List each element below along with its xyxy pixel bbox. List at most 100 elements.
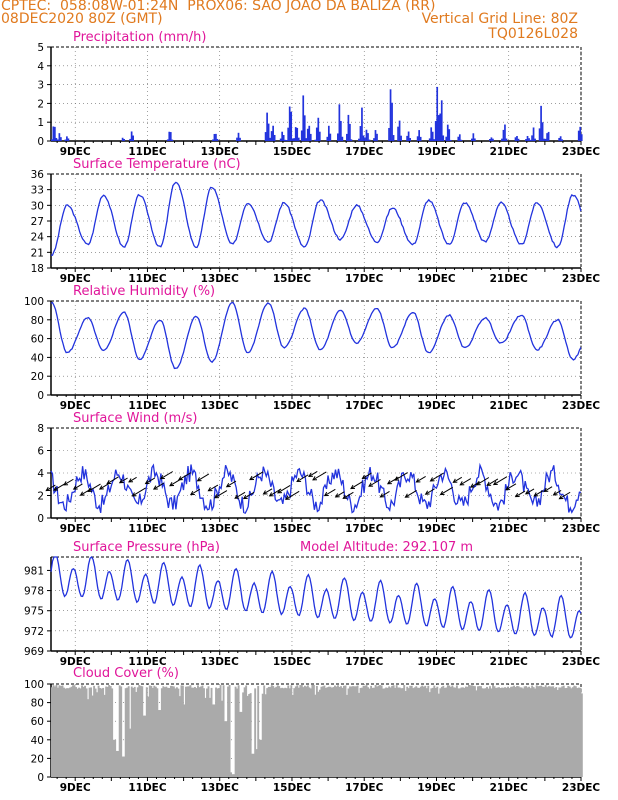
- precip-bar: [559, 136, 562, 141]
- x-tick-label: 15DEC: [273, 656, 312, 668]
- x-tick-label: 11DEC: [128, 656, 167, 668]
- wind-arrow: [342, 491, 354, 499]
- cloud-bar: [449, 686, 452, 777]
- x-tick-label: 21DEC: [490, 656, 529, 668]
- wind-arrow: [119, 477, 128, 484]
- cloud-bar: [382, 688, 385, 777]
- precip-bar: [492, 138, 494, 141]
- wind-arrow: [128, 476, 137, 483]
- cloud-bar: [455, 685, 458, 777]
- precip-bar: [302, 95, 305, 141]
- wind-arrow-head: [296, 477, 302, 483]
- cloud-bar: [78, 687, 81, 777]
- cloud-bar: [249, 693, 252, 777]
- cloud-bar: [299, 685, 302, 777]
- precip-bar: [474, 138, 476, 141]
- cloud-bar: [570, 688, 573, 777]
- cloud-bar: [475, 690, 478, 777]
- wind-arrow: [425, 488, 435, 495]
- cloud-bar: [88, 687, 91, 777]
- cloud-bar: [519, 687, 522, 777]
- cloud-bar: [538, 686, 541, 777]
- cloud-bar: [376, 686, 379, 777]
- precip-bar: [561, 139, 564, 141]
- precip-bar: [538, 128, 541, 141]
- cloud-bar: [174, 688, 177, 777]
- wind-arrow: [312, 471, 327, 481]
- x-tick-label: 17DEC: [345, 523, 384, 535]
- wind-arrow: [559, 491, 571, 500]
- cloud-bar: [546, 687, 549, 777]
- y-tick-label: 100: [24, 679, 44, 691]
- cloud-bar: [288, 688, 291, 777]
- cloud-bar: [192, 687, 195, 777]
- x-tick-label: 9DEC: [60, 400, 91, 412]
- cloud-bar: [395, 685, 398, 777]
- precip-bar: [279, 138, 282, 141]
- cloud-bar: [306, 685, 309, 777]
- x-tick-label: 19DEC: [417, 782, 456, 794]
- cloud-bar: [419, 686, 422, 777]
- cloud-bar: [374, 685, 377, 777]
- cloud-bar: [272, 685, 275, 777]
- wind-arrow-head: [249, 475, 255, 481]
- cloud-bar: [156, 688, 159, 777]
- cloud-bar: [180, 685, 183, 777]
- cloud-bar: [516, 685, 519, 777]
- y-tick-label: 1: [37, 117, 44, 129]
- precip-bar: [317, 117, 320, 141]
- cloud-bar: [99, 688, 102, 777]
- y-tick-label: 36: [31, 169, 45, 181]
- precip-bar: [418, 130, 421, 141]
- precip-bar: [121, 137, 124, 141]
- cloud-bar: [254, 688, 257, 777]
- cloud-bar: [412, 688, 415, 777]
- wind-arrow-head: [404, 493, 410, 498]
- cloud-bar: [293, 688, 296, 777]
- cloud-bar: [346, 694, 348, 777]
- cloud-bar: [197, 685, 199, 777]
- wind-arrow-head: [558, 494, 564, 500]
- precip-bar: [514, 137, 517, 141]
- wind-arrow-head: [225, 482, 231, 488]
- cloud-bar: [309, 688, 312, 777]
- cloud-bar: [483, 688, 485, 777]
- cloud-bar: [218, 688, 220, 777]
- x-tick-label: 23DEC: [562, 782, 601, 794]
- wind-arrow: [87, 483, 101, 492]
- precip-bar: [440, 100, 443, 141]
- cloud-bar: [537, 686, 540, 777]
- cloud-bar: [171, 686, 174, 777]
- cloud-bar: [513, 685, 516, 777]
- cloud-bar: [550, 686, 553, 777]
- precip-bar: [543, 138, 545, 141]
- cloud-bar: [169, 685, 172, 777]
- cloud-bar: [66, 688, 68, 777]
- wind-arrow-head: [505, 486, 511, 491]
- cloud-bar: [212, 704, 214, 777]
- cloud-bar: [142, 715, 145, 777]
- cloud-bar: [184, 686, 187, 777]
- cloud-bar: [312, 684, 315, 777]
- wind-arrow: [208, 484, 219, 492]
- wind-arrow: [145, 477, 155, 484]
- wind-arrow-head: [189, 490, 195, 496]
- panel-title: Cloud Cover (%): [73, 666, 179, 681]
- y-tick-label: 975: [24, 606, 44, 618]
- wind-arrow: [308, 471, 318, 477]
- cloud-bar: [154, 686, 157, 777]
- cloud-bar: [368, 688, 371, 777]
- cloud-bar: [454, 687, 457, 777]
- y-tick-label: 5: [37, 42, 44, 54]
- precip-bar: [347, 114, 350, 141]
- cloud-bar: [100, 688, 103, 777]
- wind-arrow-head: [334, 493, 340, 498]
- wind-arrow-head: [118, 478, 124, 484]
- wind-arrow: [296, 474, 309, 482]
- y-tick-label: 981: [24, 565, 44, 577]
- y-tick-label: 100: [24, 296, 44, 308]
- x-tick-label: 21DEC: [490, 273, 529, 285]
- cloud-bar: [327, 686, 330, 777]
- precip-bar: [457, 136, 460, 141]
- cloud-bar: [525, 686, 528, 777]
